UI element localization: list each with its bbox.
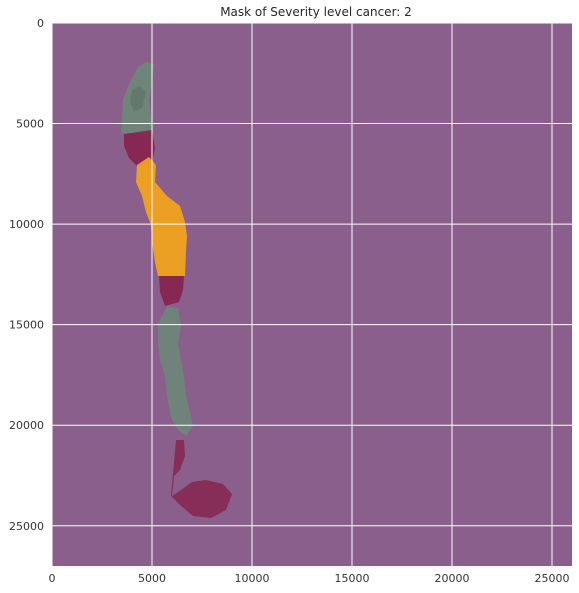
tissue-segment-benign-lower bbox=[158, 306, 193, 436]
x-tick-label: 20000 bbox=[435, 572, 470, 585]
grid-lines bbox=[51, 22, 572, 566]
y-axis: 0 5000 10000 15000 20000 25000 bbox=[9, 17, 44, 533]
x-tick-label: 5000 bbox=[138, 572, 166, 585]
y-tick-label: 20000 bbox=[9, 419, 44, 432]
chart-title: Mask of Severity level cancer: 2 bbox=[220, 5, 412, 19]
tissue-segment-non-cancer-lower bbox=[171, 440, 232, 518]
tissue-shadow bbox=[130, 86, 146, 112]
y-tick-label: 25000 bbox=[9, 520, 44, 533]
tissue-segment-non-cancer-upper bbox=[124, 130, 155, 167]
tissue-segment-non-cancer-middle bbox=[159, 276, 184, 306]
y-tick-label: 15000 bbox=[9, 319, 44, 332]
tissue-segment-severity bbox=[136, 157, 187, 276]
y-tick-label: 5000 bbox=[16, 118, 44, 131]
y-tick-label: 0 bbox=[37, 17, 44, 30]
y-tick-label: 10000 bbox=[9, 218, 44, 231]
tissue-mask bbox=[121, 62, 232, 518]
x-tick-label: 15000 bbox=[335, 572, 370, 585]
x-axis: 0 5000 10000 15000 20000 25000 bbox=[49, 572, 570, 585]
x-tick-label: 10000 bbox=[235, 572, 270, 585]
x-tick-label: 0 bbox=[49, 572, 56, 585]
x-tick-label: 25000 bbox=[535, 572, 570, 585]
